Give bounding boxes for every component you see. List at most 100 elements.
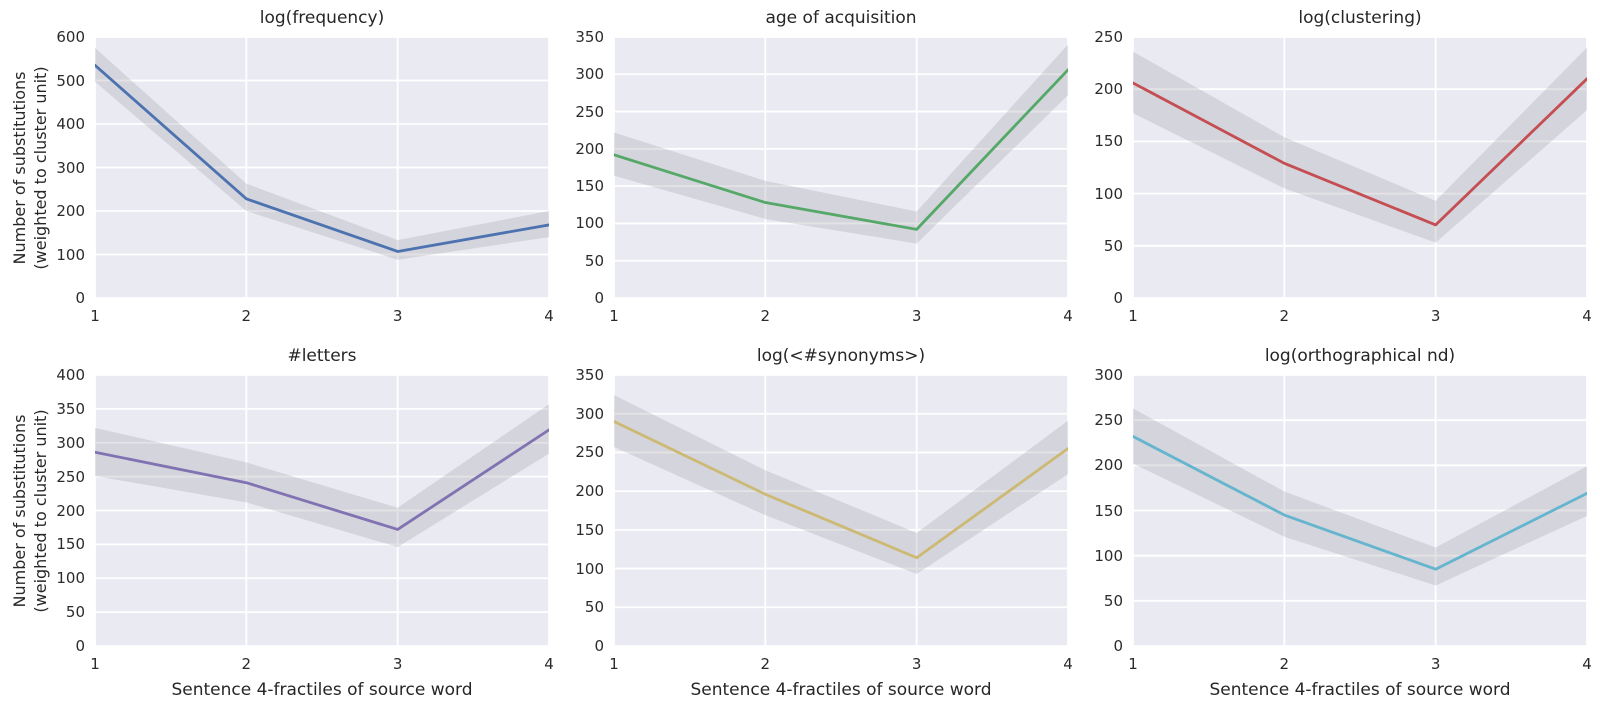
confidence-band [1133, 408, 1587, 586]
y-tick-label: 100 [575, 214, 604, 233]
y-tick-label: 0 [75, 289, 85, 307]
y-tick-label: 350 [56, 399, 85, 418]
trend-line [95, 428, 549, 531]
x-axis-label: Sentence 4-fractiles of source word [171, 680, 473, 700]
y-tick-label: 250 [575, 443, 604, 462]
x-tick-label: 4 [1582, 307, 1592, 325]
panel-background [1133, 375, 1587, 646]
x-tick-label: 2 [760, 307, 771, 325]
y-tick-label: 50 [584, 598, 604, 617]
y-tick-label: 300 [575, 65, 604, 84]
plot-area [95, 375, 549, 646]
y-tick-label: 200 [56, 202, 85, 220]
y-tick-label: 200 [1094, 456, 1123, 475]
y-tick-label: 200 [1094, 80, 1123, 99]
confidence-band [95, 47, 549, 260]
y-tick-label: 300 [56, 433, 85, 452]
x-tick-label: 1 [1128, 307, 1138, 325]
y-tick-label: 50 [584, 251, 604, 270]
y-tick-label: 150 [575, 520, 604, 539]
y-tick-label: 50 [65, 603, 85, 622]
x-tick-label: 3 [1430, 307, 1441, 325]
y-tick-label: 150 [56, 535, 85, 554]
plot-area [1133, 37, 1587, 298]
y-tick-label: 250 [1094, 28, 1123, 46]
subplot-title: #letters [287, 346, 357, 366]
y-tick-label: 400 [56, 115, 85, 133]
y-tick-label: 200 [56, 501, 85, 520]
y-tick-label: 600 [56, 28, 85, 46]
x-tick-label: 2 [241, 655, 252, 673]
plot-area [95, 37, 549, 298]
y-tick-label: 350 [575, 366, 604, 384]
x-tick-label: 3 [911, 307, 922, 325]
subplot-title: log(orthographical nd) [1264, 346, 1456, 366]
x-axis-label: Sentence 4-fractiles of source word [1209, 680, 1511, 700]
y-tick-label: 300 [56, 158, 85, 177]
x-tick-label: 4 [1063, 655, 1073, 673]
y-tick-label: 400 [56, 366, 85, 384]
trend-line [1133, 435, 1587, 571]
x-tick-label: 3 [392, 307, 403, 325]
x-tick-label: 1 [609, 655, 619, 673]
x-tick-label: 3 [911, 655, 922, 673]
x-tick-label: 4 [544, 307, 554, 325]
y-tick-label: 500 [56, 71, 85, 90]
y-tick-label: 350 [575, 28, 604, 46]
x-tick-label: 1 [90, 655, 100, 673]
trend-line [614, 420, 1068, 560]
y-tick-label: 0 [1113, 289, 1123, 307]
x-tick-label: 4 [544, 655, 554, 673]
plot-area [614, 375, 1068, 646]
y-tick-label: 150 [575, 177, 604, 196]
y-tick-label: 0 [1113, 637, 1123, 655]
y-tick-label: 250 [56, 467, 85, 486]
y-tick-label: 0 [594, 289, 604, 307]
trend-line [614, 68, 1068, 231]
x-axis-label: Sentence 4-fractiles of source word [690, 680, 992, 700]
x-tick-label: 2 [241, 307, 252, 325]
y-tick-label: 300 [575, 404, 604, 423]
panel-background [614, 37, 1068, 298]
y-tick-label: 0 [75, 637, 85, 655]
y-tick-label: 150 [1094, 132, 1123, 151]
subplot-title: age of acquisition [765, 8, 917, 28]
panel-background [95, 37, 549, 298]
y-axis-label: Number of substitutions (weighted to clu… [9, 65, 50, 270]
x-tick-label: 2 [1279, 307, 1290, 325]
trend-line [95, 63, 549, 253]
y-tick-label: 100 [56, 569, 85, 588]
y-tick-label: 0 [594, 637, 604, 655]
y-tick-label: 50 [1103, 236, 1123, 255]
y-tick-label: 100 [56, 245, 85, 264]
subplot-title: log(frequency) [259, 8, 385, 28]
x-tick-label: 4 [1582, 655, 1592, 673]
y-tick-label: 250 [575, 102, 604, 121]
y-tick-label: 300 [1094, 366, 1123, 384]
confidence-band [1133, 47, 1587, 243]
y-tick-label: 200 [575, 482, 604, 501]
trend-line [1133, 77, 1587, 227]
x-tick-label: 3 [392, 655, 403, 673]
x-tick-label: 1 [609, 307, 619, 325]
x-tick-label: 2 [1279, 655, 1290, 673]
subplot-title: log(clustering) [1298, 8, 1422, 28]
x-tick-label: 3 [1430, 655, 1441, 673]
panel-background [95, 375, 549, 646]
y-tick-label: 200 [575, 139, 604, 158]
y-axis-label: Number of substitutions (weighted to clu… [9, 408, 50, 613]
x-tick-label: 1 [1128, 655, 1138, 673]
confidence-band [95, 404, 549, 548]
confidence-band [614, 395, 1068, 574]
y-tick-label: 50 [1103, 591, 1123, 610]
panel-background [614, 375, 1068, 646]
plot-area [1133, 375, 1587, 646]
y-tick-label: 250 [1094, 411, 1123, 430]
y-tick-label: 150 [1094, 501, 1123, 520]
x-tick-label: 2 [760, 655, 771, 673]
